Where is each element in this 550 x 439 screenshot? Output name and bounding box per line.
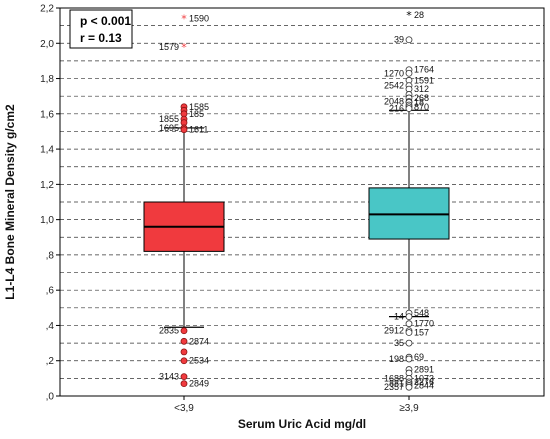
outlier-label: 1855 bbox=[159, 114, 179, 124]
outlier-point bbox=[180, 357, 188, 365]
outlier-label: 1579 bbox=[159, 42, 179, 52]
y-tick-label: 1,6 bbox=[40, 109, 54, 120]
x-axis: <3,9 ≥3,9 bbox=[174, 396, 419, 414]
outlier-label: 2542 bbox=[384, 81, 404, 91]
outlier-point bbox=[405, 355, 413, 363]
y-axis: ,0 ,2 ,4 ,6 ,8 1,0 1,2 1,4 1,6 1,8 2,0 2,2 bbox=[40, 4, 60, 403]
y-tick-label: ,8 bbox=[46, 250, 55, 261]
outlier-label: 2534 bbox=[189, 356, 209, 366]
outlier-point bbox=[405, 320, 413, 328]
y-axis-title: L1-L4 Bone Mineral Density g/cm2 bbox=[3, 104, 17, 300]
y-tick-label: 1,4 bbox=[40, 145, 54, 156]
y-tick-label: 1,8 bbox=[40, 74, 54, 85]
y-tick-label: 2,2 bbox=[40, 4, 54, 15]
outlier-label: 1764 bbox=[414, 65, 434, 75]
outlier-point bbox=[180, 126, 188, 134]
y-tick-label: 1,0 bbox=[40, 215, 54, 226]
outlier-label: 35 bbox=[394, 338, 404, 348]
outlier-label: 312 bbox=[414, 84, 429, 94]
extreme-marker: * bbox=[406, 9, 412, 22]
outlier-label: 870 bbox=[414, 102, 429, 112]
outlier-label: 2874 bbox=[189, 336, 209, 346]
outlier-label: 2844 bbox=[414, 380, 434, 390]
outlier-label: 1695 bbox=[159, 123, 179, 133]
outlier-label: 548 bbox=[414, 308, 429, 318]
outlier-label: 1590 bbox=[189, 14, 209, 24]
outlier-label: 2048 bbox=[384, 96, 404, 106]
outlier-label: 39 bbox=[394, 35, 404, 45]
y-tick-label: ,2 bbox=[46, 356, 55, 367]
outlier-label: 1611 bbox=[189, 125, 208, 135]
plot-area-frame bbox=[59, 7, 545, 397]
outlier-label: 216 bbox=[389, 104, 404, 114]
outlier-label: 881 bbox=[389, 379, 404, 389]
outlier-point bbox=[180, 327, 188, 335]
y-tick-label: ,0 bbox=[46, 392, 55, 403]
outlier-point bbox=[405, 383, 413, 391]
outlier-point bbox=[180, 337, 188, 345]
extreme-marker: * bbox=[181, 41, 187, 54]
outlier-point bbox=[405, 313, 413, 321]
outlier-label: 1585 bbox=[189, 102, 209, 112]
outlier-point bbox=[405, 339, 413, 347]
y-tick-label: 1,2 bbox=[40, 180, 54, 191]
x-axis-title: Serum Uric Acid mg/dl bbox=[238, 417, 366, 431]
outlier-point bbox=[180, 348, 188, 356]
outlier-label: 1073 bbox=[414, 373, 434, 383]
outlier-label: 2276 bbox=[414, 377, 434, 387]
stats-annotation: p < 0.001 r = 0.13 bbox=[69, 9, 133, 49]
outlier-label: 268 bbox=[414, 93, 429, 103]
outlier-label: 18 bbox=[414, 97, 424, 107]
outlier-point bbox=[405, 69, 413, 77]
outlier-point bbox=[180, 373, 188, 381]
outlier-label: 198 bbox=[389, 354, 404, 364]
outlier-point bbox=[405, 329, 413, 336]
outlier-label: 1770 bbox=[414, 319, 434, 329]
extreme-marker: * bbox=[181, 13, 187, 26]
outlier-label: 157 bbox=[414, 328, 429, 338]
outlier-point bbox=[405, 36, 413, 44]
outlier-label: 14 bbox=[394, 312, 404, 322]
outlier-label: 69 bbox=[414, 352, 424, 362]
stats-box bbox=[69, 9, 133, 49]
outlier-point bbox=[180, 380, 188, 388]
outlier-point bbox=[405, 105, 413, 112]
x-tick-label: ≥3,9 bbox=[399, 403, 419, 414]
outlier-label: 185 bbox=[189, 109, 204, 119]
p-value-text: p < 0.001 bbox=[80, 14, 131, 28]
y-tick-label: 2,0 bbox=[40, 39, 54, 50]
grid-lines bbox=[60, 25, 544, 379]
y-tick-label: ,4 bbox=[46, 321, 55, 332]
outlier-label: 28 bbox=[414, 10, 424, 20]
r-value-text: r = 0.13 bbox=[80, 31, 122, 45]
outlier-label: 2912 bbox=[384, 326, 404, 336]
outlier-label: 2357 bbox=[384, 382, 404, 392]
x-tick-label: <3,9 bbox=[174, 403, 194, 414]
y-tick-label: ,6 bbox=[46, 286, 55, 297]
outlier-label: 2849 bbox=[189, 379, 209, 389]
outlier-label: 1591 bbox=[414, 75, 434, 85]
outlier-label: 3143 bbox=[159, 372, 179, 382]
outlier-label: 2891 bbox=[414, 365, 434, 375]
outlier-label: 2835 bbox=[159, 326, 179, 336]
outlier-label: 1270 bbox=[384, 68, 404, 78]
outlier-label: 1688 bbox=[384, 373, 404, 383]
